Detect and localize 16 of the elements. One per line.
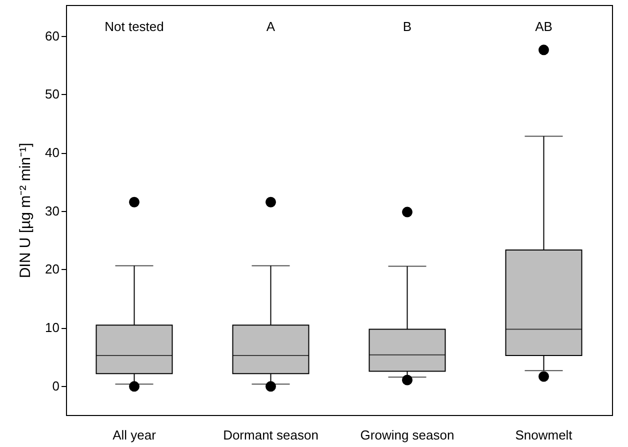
annotation: Not tested — [104, 19, 164, 34]
y-tick-label: 30 — [45, 203, 60, 218]
y-tick-label: 0 — [52, 378, 60, 394]
y-tick-label: 40 — [45, 145, 60, 160]
x-tick-label: All year — [112, 428, 157, 442]
y-axis-title: DIN U [µg m⁻² min⁻¹] — [17, 142, 34, 278]
x-tick-label: Snowmelt — [515, 428, 573, 442]
y-tick-label: 10 — [45, 320, 60, 336]
y-tick-label: 60 — [45, 28, 60, 44]
x-tick-label: Dormant season — [223, 428, 318, 442]
annotation: B — [402, 19, 412, 34]
annotation: AB — [535, 19, 552, 34]
y-tick-label: 20 — [45, 262, 60, 277]
y-tick-label: 50 — [45, 86, 60, 102]
annotation: A — [266, 19, 276, 34]
x-tick-label: Growing season — [360, 428, 454, 442]
